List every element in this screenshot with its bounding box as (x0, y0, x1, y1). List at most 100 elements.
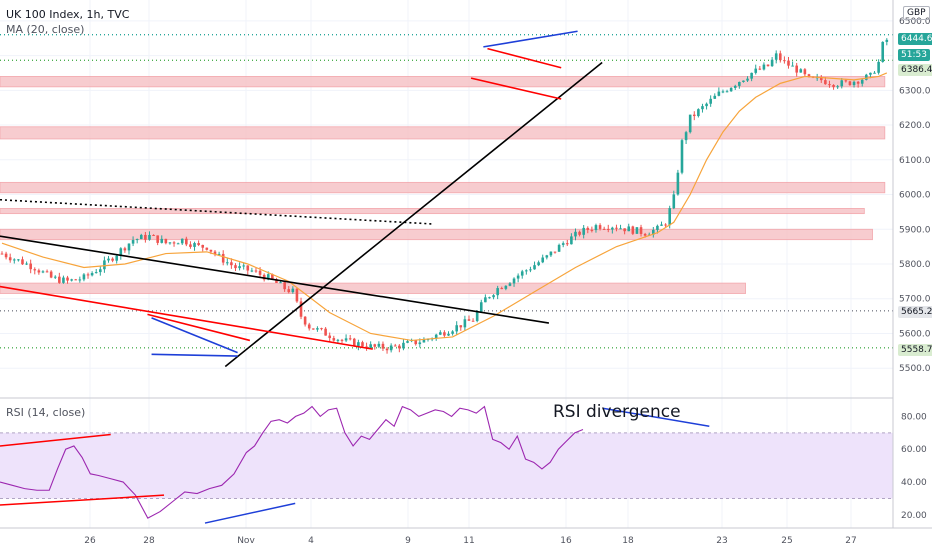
candle-body (414, 340, 418, 345)
support-resistance-zone (0, 181, 886, 194)
candle-body (82, 274, 86, 280)
rsi-trendline (0, 433, 111, 447)
price-tag-level-2: 5665.2 (898, 306, 932, 318)
price-tag-current: 6444.6 (898, 33, 932, 45)
candle-body (652, 229, 655, 235)
candle-body (369, 344, 372, 349)
candle-body (877, 61, 880, 73)
candle-body (525, 270, 528, 272)
candle-body (127, 243, 131, 251)
candle-body (0, 253, 4, 255)
candle-body (512, 278, 516, 284)
candle-body (479, 302, 483, 312)
candle-body (742, 80, 745, 82)
candle-body (185, 238, 188, 245)
rsi-y-tick-label: 40.00 (901, 478, 927, 488)
candle-body (803, 69, 807, 75)
candle-body (234, 265, 237, 269)
candle-body (344, 338, 348, 341)
ma-line (1, 72, 888, 342)
candle-body (856, 81, 860, 84)
candle-body (348, 338, 352, 340)
candle-body (447, 333, 450, 336)
trendline (224, 61, 603, 368)
candle-body (402, 342, 405, 349)
candle-body (135, 239, 139, 241)
candle-body (697, 109, 700, 117)
symbol-title: UK 100 Index, 1h, TVC (6, 8, 130, 21)
support-resistance-zone (0, 208, 865, 215)
candle-body (606, 228, 610, 230)
y-tick-label: 6300.0 (899, 86, 931, 96)
candle-body (49, 271, 53, 278)
trendline (0, 235, 550, 324)
candle-body (680, 140, 684, 173)
candle-body (70, 279, 73, 281)
candle-body (557, 244, 561, 252)
candle-body (148, 234, 151, 240)
candle-body (668, 208, 672, 226)
candle-body (160, 238, 164, 243)
candle-body (111, 258, 114, 261)
candle-body (213, 251, 217, 255)
candle-body (598, 225, 602, 229)
candle-body (451, 331, 454, 334)
candle-body (455, 325, 458, 332)
candle-body (246, 265, 250, 271)
candle-body (738, 81, 741, 86)
candle-body (21, 259, 24, 265)
trendline (151, 353, 238, 357)
candle-body (594, 225, 598, 231)
candle-body (164, 238, 168, 244)
candle-body (17, 259, 20, 261)
y-tick-label: 6200.0 (899, 121, 931, 131)
y-tick-label: 6100.0 (899, 156, 931, 166)
rsi-line (0, 405, 584, 519)
candle-body (279, 282, 282, 284)
candle-body (852, 81, 856, 86)
candle-body (357, 342, 360, 347)
candle-body (881, 41, 885, 62)
price-axis (893, 0, 932, 550)
trendline (147, 313, 251, 342)
rsi-y-tick-label: 80.00 (901, 412, 927, 422)
candle-body (221, 253, 225, 263)
candle-body (676, 172, 680, 195)
candle-body (275, 279, 278, 283)
price-tag-level-3: 5558.7 (898, 344, 932, 356)
rsi-y-tick-label: 20.00 (901, 511, 927, 521)
candle-body (467, 319, 471, 321)
candle-body (565, 243, 569, 245)
candle-body (307, 324, 311, 329)
support-resistance-zone (0, 228, 873, 241)
candle-body (312, 328, 315, 330)
candle-body (389, 345, 393, 351)
candle-body (205, 247, 209, 250)
candle-body (729, 87, 733, 92)
x-tick-label: 9 (405, 536, 411, 546)
candle-body (320, 328, 323, 330)
candle-body (733, 85, 737, 88)
candle-body (37, 270, 41, 273)
x-tick-label: 28 (143, 536, 155, 546)
candle-body (688, 114, 692, 133)
candle-body (844, 80, 848, 82)
candle-body (639, 227, 643, 234)
candle-body (393, 345, 397, 347)
candle-body (434, 334, 438, 339)
x-tick-label: 26 (84, 536, 96, 546)
candle-body (578, 231, 581, 235)
currency-badge[interactable]: GBP (903, 6, 930, 20)
candle-body (795, 65, 798, 73)
candle-body (144, 234, 147, 240)
candle-body (4, 253, 8, 258)
rsi-divergence-annotation: RSI divergence (553, 402, 681, 422)
candle-body (848, 81, 852, 86)
candle-body (25, 263, 28, 265)
candle-body (53, 276, 57, 278)
candle-body (582, 227, 585, 235)
ma-indicator-label[interactable]: MA (20, close) (6, 23, 85, 36)
candle-body (328, 335, 332, 339)
rsi-indicator-label[interactable]: RSI (14, close) (6, 406, 86, 419)
